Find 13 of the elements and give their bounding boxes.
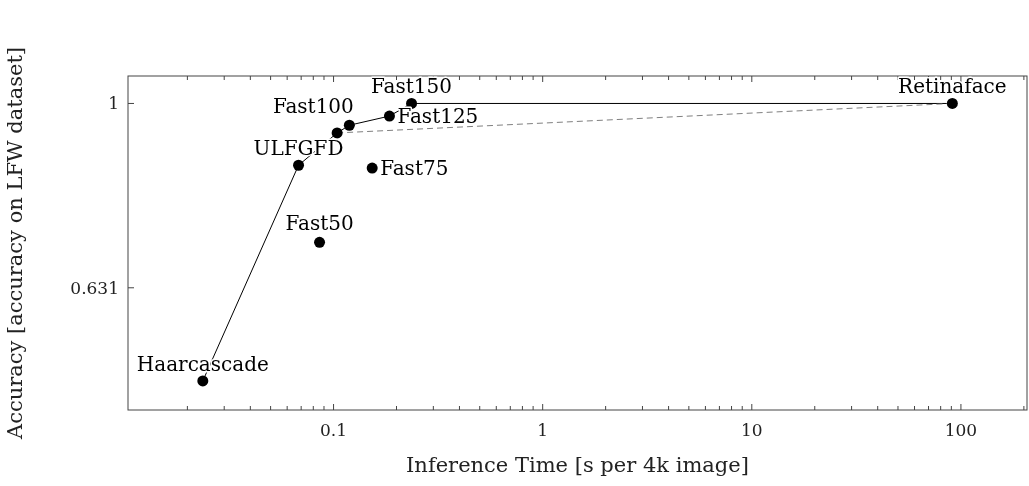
x-tick-label: 0.1 bbox=[320, 420, 348, 440]
annotation: Fast150 bbox=[371, 74, 452, 99]
y-axis-title: Accuracy [accuracy on LFW dataset] bbox=[3, 46, 27, 441]
annotation: Fast100 bbox=[272, 94, 354, 119]
x-axis-title: Inference Time [s per 4k image] bbox=[406, 453, 749, 477]
annotation: Fast75 bbox=[380, 156, 449, 181]
annotation: Fast125 bbox=[397, 104, 479, 129]
x-tick-label: 1 bbox=[537, 420, 549, 440]
x-tick-label: 100 bbox=[944, 420, 978, 440]
annotation: Retinaface bbox=[898, 74, 1007, 99]
annotation: Fast50 bbox=[285, 211, 354, 236]
y-tick-label: 0.631 bbox=[70, 277, 119, 298]
x-tick-label: 10 bbox=[740, 420, 763, 440]
